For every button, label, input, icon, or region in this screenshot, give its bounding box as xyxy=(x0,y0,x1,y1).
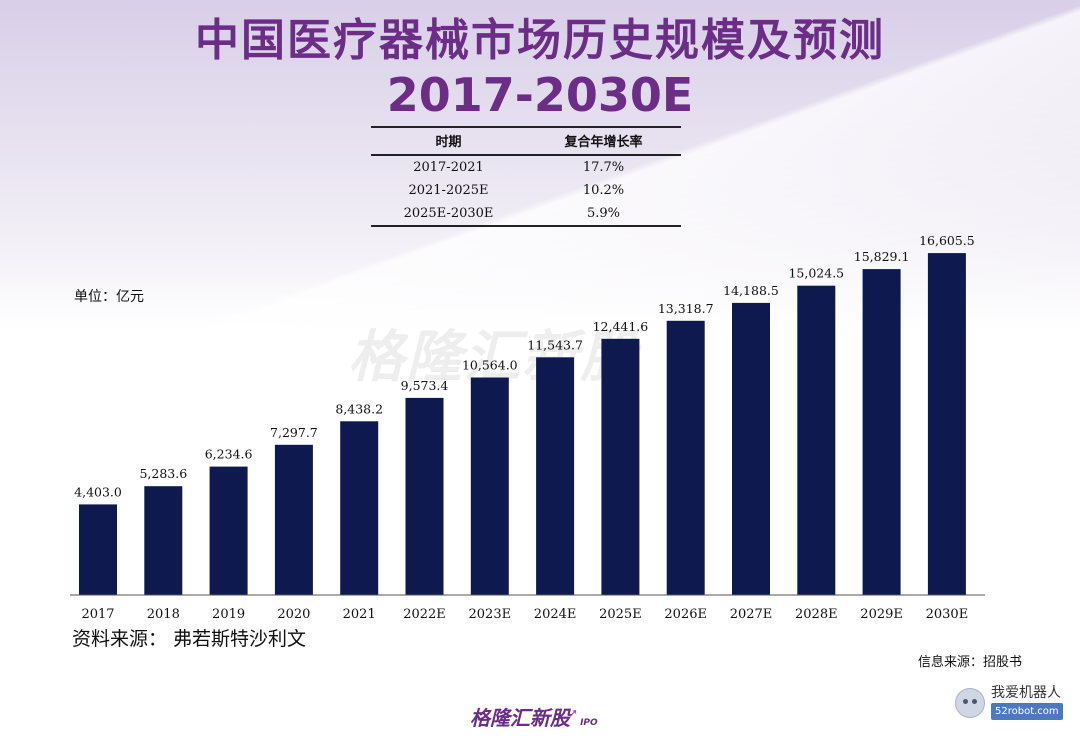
robot-icon xyxy=(955,688,985,718)
bar-2029E xyxy=(862,269,901,595)
x-tick-label-2024E: 2024E xyxy=(534,607,577,622)
value-label-2027E: 14,188.5 xyxy=(723,283,779,298)
value-label-2028E: 15,024.5 xyxy=(788,266,844,281)
cagr-header-period: 时期 xyxy=(371,126,526,156)
cagr-table-row: 2017-2021 17.7% xyxy=(371,155,681,179)
value-label-2017: 4,403.0 xyxy=(74,484,122,499)
cagr-rate-cell: 5.9% xyxy=(526,202,681,227)
bar-2020 xyxy=(274,444,313,595)
cagr-header-rate: 复合年增长率 xyxy=(526,126,681,156)
cagr-table: 时期 复合年增长率 2017-2021 17.7% 2021-2025E 10.… xyxy=(371,126,681,227)
value-label-2019: 6,234.6 xyxy=(205,447,253,462)
bar-2023E xyxy=(470,377,509,595)
robot-site-url: 52robot.com xyxy=(991,703,1063,720)
bar-2030E xyxy=(927,253,966,595)
unit-label: 单位：亿元 xyxy=(74,289,144,305)
robot-site-name: 我爱机器人 xyxy=(991,685,1061,701)
bars-layer xyxy=(79,253,966,596)
cagr-table-row: 2025E-2030E 5.9% xyxy=(371,202,681,227)
bar-2018 xyxy=(144,486,183,595)
value-labels-layer: 4,403.0 5,283.6 6,234.6 7,297.7 8,438.2 9,573… xyxy=(74,233,975,499)
info-source-note: 信息来源：招股书 xyxy=(918,655,1023,670)
cagr-period-cell: 2021-2025E xyxy=(408,183,489,198)
chart-title: 中国医疗器械市场历史规模及预测 xyxy=(195,15,885,66)
x-tick-label-2027E: 2027E xyxy=(730,607,773,622)
cagr-table-row: 2021-2025E 10.2% xyxy=(371,179,681,202)
cagr-period-cell: 2025E-2030E xyxy=(371,202,526,227)
value-label-2026E: 13,318.7 xyxy=(658,301,714,316)
bar-2025E xyxy=(601,338,640,595)
x-tick-label-2019: 2019 xyxy=(212,607,245,622)
bar-2021 xyxy=(340,421,379,595)
value-label-2020: 7,297.7 xyxy=(270,425,318,440)
data-source-note: 资料来源： 弗若斯特沙利文 xyxy=(72,628,307,650)
bar-2022E xyxy=(405,397,444,595)
x-tick-label-2018: 2018 xyxy=(147,607,180,622)
x-tick-label-2023E: 2023E xyxy=(469,607,512,622)
bar-2024E xyxy=(536,357,575,595)
bar-2019 xyxy=(209,466,248,595)
x-tick-label-2029E: 2029E xyxy=(860,607,903,622)
x-tick-label-2026E: 2026E xyxy=(664,607,707,622)
brand-name: 格隆汇新股 xyxy=(470,706,570,730)
x-tick-label-2025E: 2025E xyxy=(599,607,642,622)
x-tick-label-2028E: 2028E xyxy=(795,607,838,622)
cagr-rate-cell: 17.7% xyxy=(582,160,625,175)
value-label-2024E: 11,543.7 xyxy=(527,337,583,352)
cagr-period-cell: 2017-2021 xyxy=(413,160,484,175)
arrow-up-icon: ➚ xyxy=(568,706,579,720)
x-tick-label-2030E: 2030E xyxy=(926,607,969,622)
brand-logo: 格隆汇新股➚IPO xyxy=(470,702,598,731)
bar-2028E xyxy=(797,285,836,595)
value-label-2029E: 15,829.1 xyxy=(854,249,910,264)
x-tick-label-2022E: 2022E xyxy=(403,607,446,622)
value-label-2022E: 9,573.4 xyxy=(401,378,449,393)
x-tick-labels-layer: 2017 2018 2019 2020 2021 2022E 2023E 2024E 2025E… xyxy=(81,607,968,622)
brand-suffix: IPO xyxy=(580,718,598,728)
bar-2017 xyxy=(79,504,117,596)
cagr-table-header-row: 时期 复合年增长率 xyxy=(371,126,681,156)
value-label-2025E: 12,441.6 xyxy=(593,319,649,334)
value-label-2023E: 10,564.0 xyxy=(462,358,518,373)
x-tick-label-2017: 2017 xyxy=(81,607,114,622)
value-label-2030E: 16,605.5 xyxy=(919,233,975,248)
value-label-2018: 5,283.6 xyxy=(139,466,187,481)
bar-2026E xyxy=(666,320,705,595)
x-tick-label-2020: 2020 xyxy=(277,607,310,622)
x-tick-label-2021: 2021 xyxy=(343,607,376,622)
robot-badge: 我爱机器人 52robot.com xyxy=(955,686,1063,720)
robot-badge-text: 我爱机器人 52robot.com xyxy=(991,686,1063,720)
bar-2027E xyxy=(732,302,770,595)
value-label-2021: 8,438.2 xyxy=(335,401,383,416)
chart-subtitle-years: 2017-2030E xyxy=(386,68,694,122)
cagr-rate-cell: 10.2% xyxy=(582,183,625,198)
